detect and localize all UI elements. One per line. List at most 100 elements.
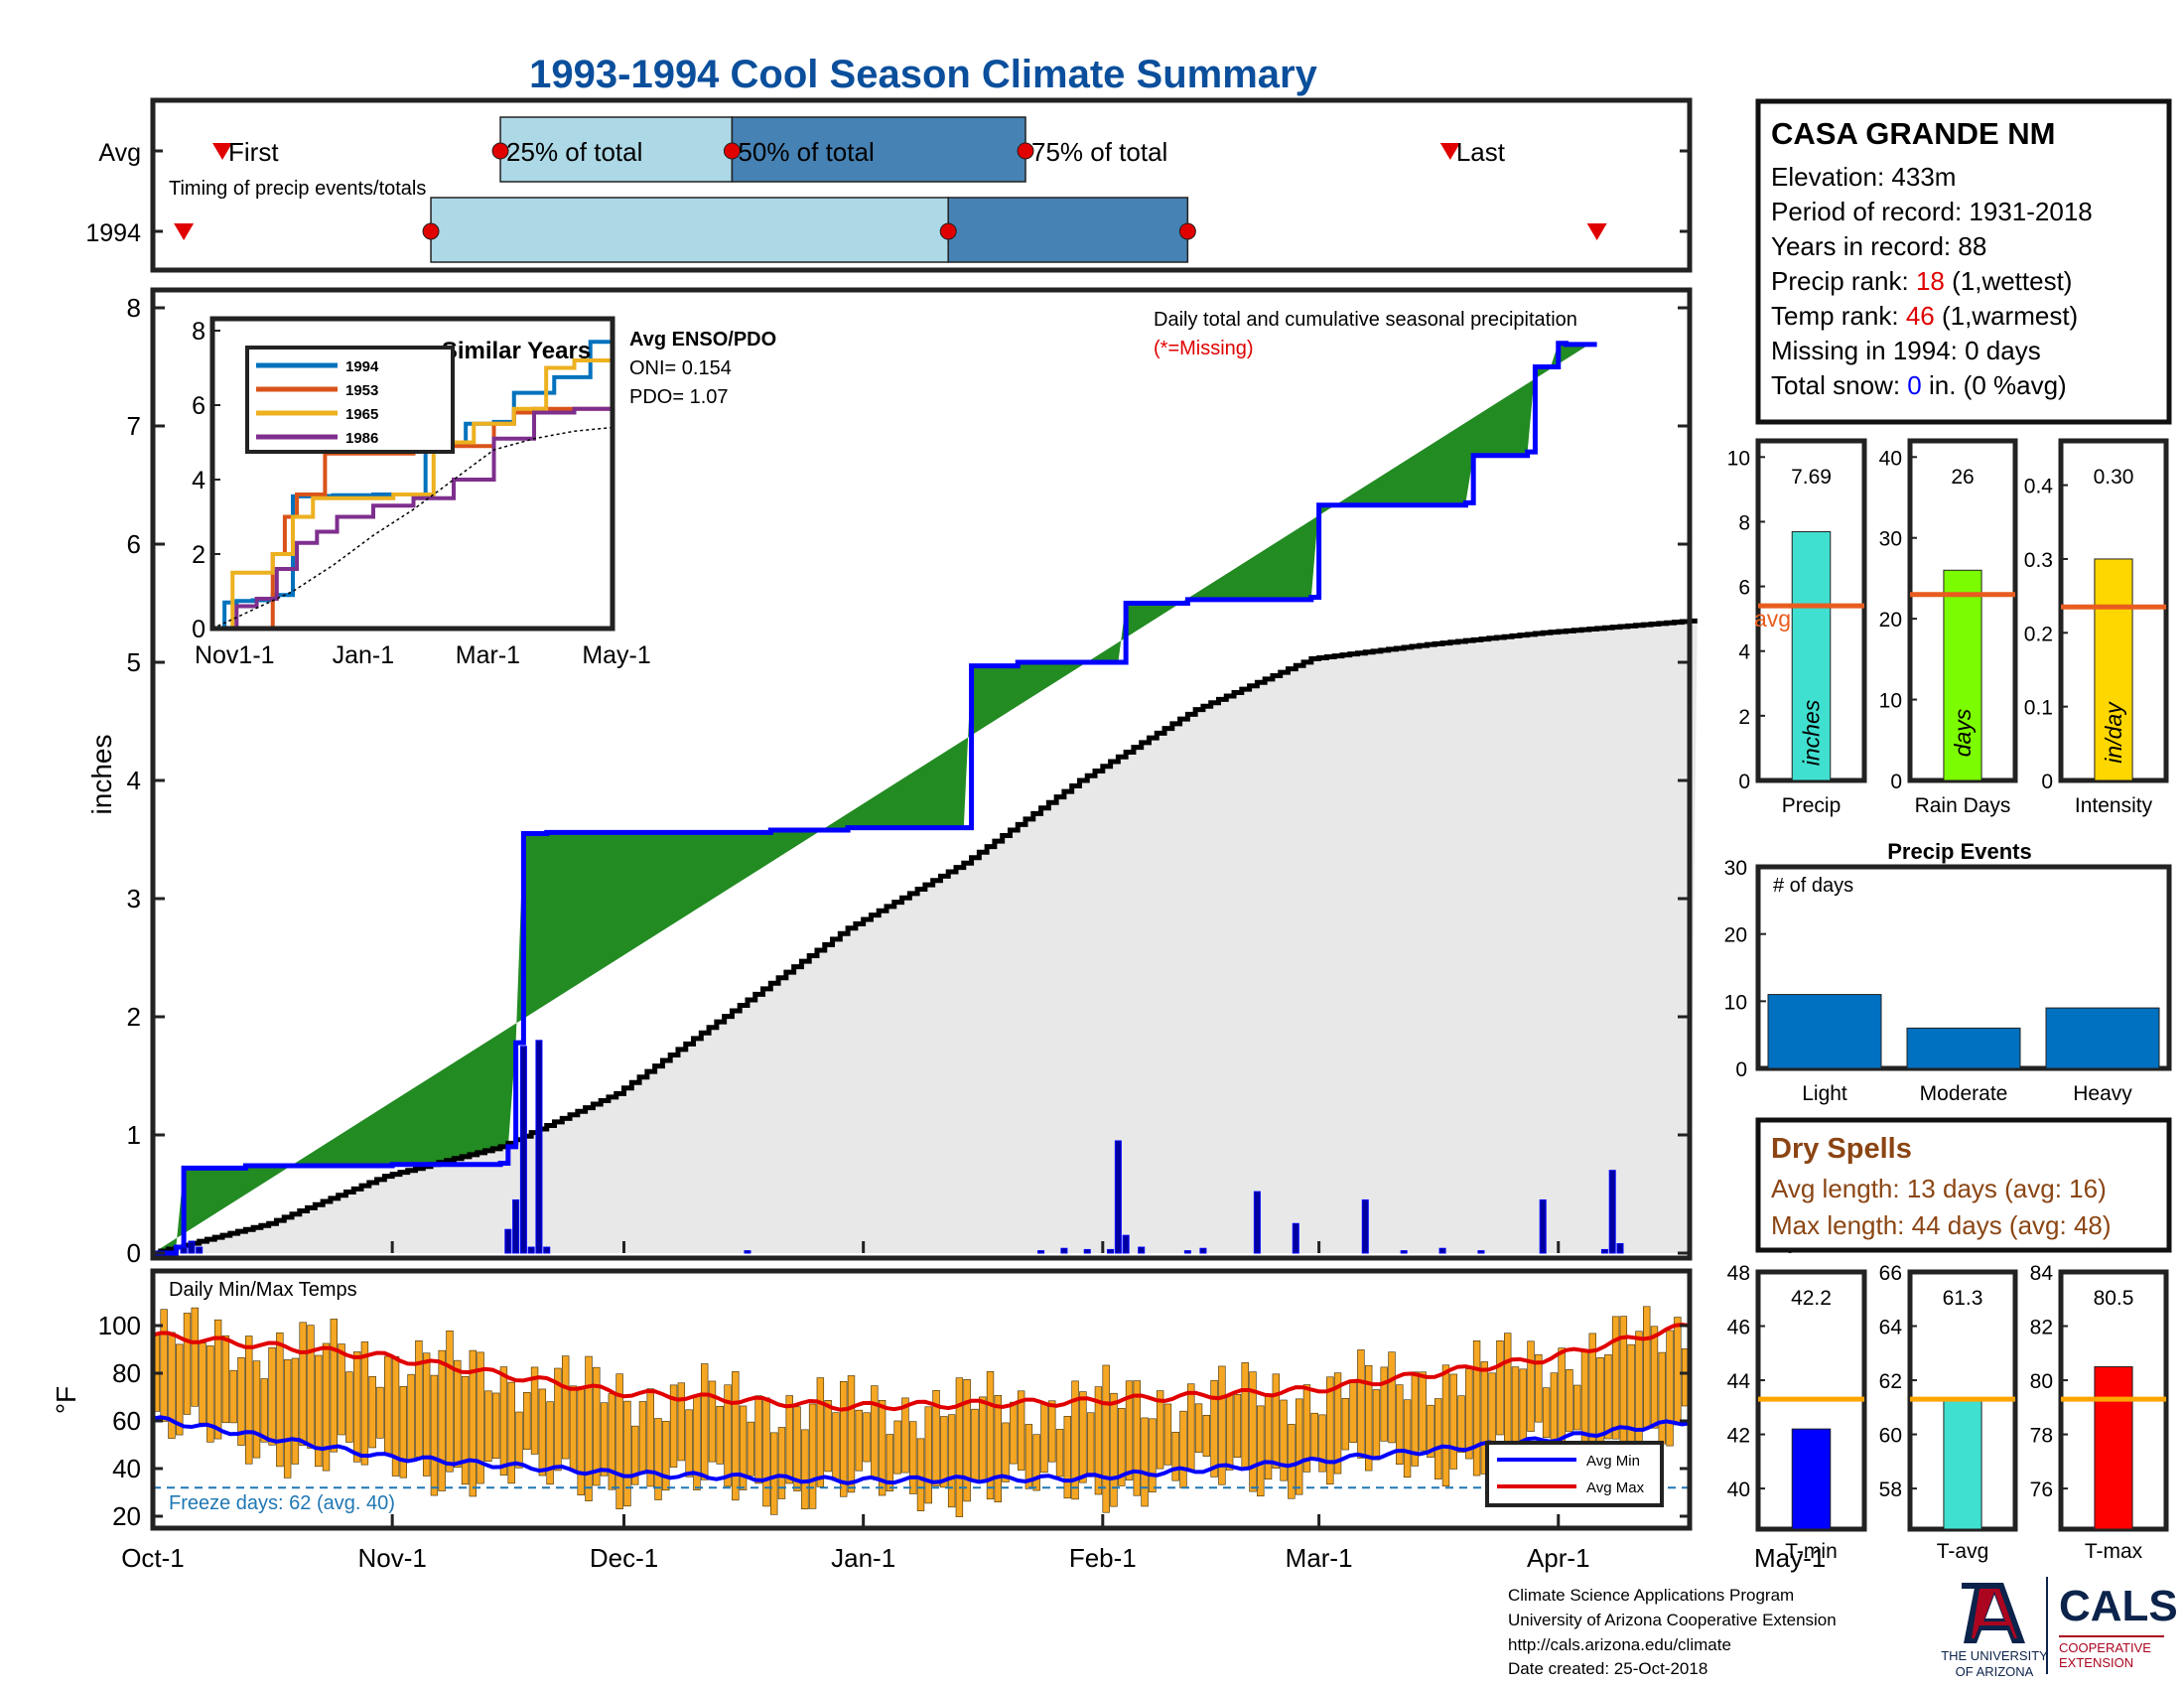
daily-temp-bar — [762, 1397, 770, 1507]
intensity-label: Intensity — [2075, 794, 2153, 817]
cals-logo: CALS COOPERATIVE EXTENSION — [2059, 1582, 2178, 1670]
daily-temp-bar — [461, 1375, 470, 1485]
daily-temp-bar — [1040, 1402, 1048, 1474]
daily-precip-bar — [1438, 1247, 1446, 1254]
station-years: Years in record: 88 — [1771, 231, 1986, 261]
avg-p50-marker — [723, 142, 741, 160]
timing-panel: Avg 1994 Timing of precip events/totals … — [85, 97, 1693, 273]
station-info-box: CASA GRANDE NM Elevation: 433m Period of… — [1755, 98, 2172, 425]
daily-temp-bar — [515, 1411, 523, 1469]
daily-temp-bar — [824, 1400, 832, 1473]
1994-50-75-box — [947, 197, 1189, 263]
raindays-tick-label: 40 — [1879, 447, 1902, 470]
daily-temp-bar — [1326, 1376, 1334, 1485]
daily-precip-bar — [1114, 1140, 1122, 1254]
daily-temp-bar — [1496, 1339, 1504, 1436]
tmax-tick-label: 80 — [2030, 1370, 2053, 1393]
daily-precip-bar — [1600, 1248, 1608, 1254]
tavg-value: 61.3 — [1943, 1287, 1983, 1310]
daily-temp-bar — [1333, 1372, 1342, 1475]
timing-p75-label: 75% of total — [1031, 137, 1167, 167]
daily-temp-bar — [477, 1351, 484, 1484]
daily-temp-bar — [491, 1392, 500, 1460]
daily-precip-bar — [519, 1046, 527, 1254]
summary-bars: 0 2 4 6 8 10 7.69 Precip inches 0 10 20 30 40 26 Rain D… — [1727, 438, 2169, 817]
tmax-value: 80.5 — [2094, 1287, 2134, 1310]
temps-y-axis-label: °F — [51, 1386, 81, 1414]
ua-line1: THE UNIVERSITY — [1941, 1648, 2048, 1663]
daily-temp-bar — [1110, 1392, 1118, 1507]
daily-temp-bar — [229, 1369, 237, 1424]
daily-temp-bar — [213, 1319, 222, 1440]
daily-temp-bar — [1666, 1330, 1674, 1447]
daily-temp-bar — [1388, 1351, 1396, 1444]
daily-precip-bar — [1608, 1170, 1616, 1254]
daily-temp-bar — [1472, 1340, 1481, 1477]
x-date-tick-label: Apr-1 — [1527, 1543, 1590, 1573]
daily-temp-bar — [1318, 1414, 1326, 1473]
temps-plot-marks — [152, 1306, 1691, 1517]
daily-temp-bar — [1449, 1373, 1457, 1470]
daily-precip-bar — [1400, 1250, 1408, 1254]
daily-temp-bar — [407, 1373, 415, 1463]
daily-temp-bar — [1357, 1349, 1365, 1459]
daily-temp-bar — [1225, 1394, 1234, 1471]
main-caption: Daily total and cumulative seasonal prec… — [1154, 309, 1577, 331]
daily-temp-bar — [1055, 1429, 1064, 1477]
daily-temp-bar — [422, 1352, 431, 1477]
daily-temp-bar — [777, 1427, 786, 1499]
daily-temp-bar — [893, 1420, 901, 1475]
daily-temp-bar — [940, 1416, 948, 1488]
avg-first-marker — [212, 143, 233, 160]
daily-precip-bar — [1083, 1248, 1091, 1254]
daily-temp-bar — [315, 1354, 323, 1468]
tavg-bar — [1943, 1398, 1982, 1530]
events-x-label: Light — [1802, 1082, 1847, 1105]
inset-y-tick-label: 4 — [192, 467, 205, 494]
main-y-tick-label: 7 — [127, 411, 141, 441]
daily-temp-bar — [1179, 1410, 1187, 1488]
daily-temp-bar — [1310, 1412, 1318, 1461]
daily-temp-bar — [585, 1355, 593, 1501]
daily-temp-bar — [1411, 1371, 1420, 1467]
dry-spells-box: Dry Spells Avg length: 13 days (avg: 16)… — [1755, 1117, 2172, 1253]
daily-temp-bar — [569, 1385, 578, 1472]
tmin-tick-label: 46 — [1727, 1317, 1750, 1339]
daily-precip-bar — [744, 1250, 751, 1254]
events-ylabel: # of days — [1773, 875, 1853, 897]
daily-precip-bar — [180, 1246, 188, 1254]
daily-temp-bar — [1264, 1395, 1273, 1480]
timing-first-label: First — [228, 137, 279, 167]
daily-temp-bar — [1650, 1326, 1659, 1429]
precip-unit: inches — [1799, 699, 1825, 766]
daily-temp-bar — [183, 1313, 192, 1415]
precip-value: 7.69 — [1791, 466, 1832, 489]
daily-temp-bar — [1063, 1416, 1071, 1499]
daily-temp-bar — [1194, 1403, 1203, 1453]
daily-temp-bar — [1527, 1340, 1535, 1432]
daily-temp-bar — [878, 1400, 887, 1496]
inset-x-tick-label: Jan-1 — [333, 641, 395, 669]
main-y-tick-label: 0 — [127, 1238, 141, 1268]
daily-temp-bar — [1280, 1399, 1288, 1481]
avg-max-line — [152, 1323, 1691, 1412]
ua-logo-serif-left — [1962, 1583, 1976, 1589]
temps-legend — [1485, 1441, 1664, 1507]
daily-precip-bar — [1477, 1250, 1485, 1254]
daily-temp-bar — [615, 1373, 623, 1510]
intensity-bar — [2094, 558, 2133, 781]
tavg-tick-label: 66 — [1879, 1262, 1902, 1285]
temps-caption: Daily Min/Max Temps — [169, 1279, 357, 1301]
daily-temp-bar — [701, 1363, 709, 1480]
daily-temp-bar — [499, 1366, 508, 1476]
daily-temp-bar — [1573, 1384, 1581, 1431]
daily-precip-bar — [527, 1246, 535, 1254]
temps-y-tick-label: 100 — [98, 1311, 141, 1340]
dry-spells-max: Max length: 44 days (avg: 48) — [1771, 1210, 2112, 1240]
events-y-tick-label: 0 — [1735, 1058, 1747, 1081]
1994-p50-marker — [939, 222, 957, 240]
avg-last-marker — [1439, 143, 1460, 160]
daily-temp-bar — [446, 1330, 454, 1473]
daily-temp-bar — [932, 1390, 940, 1486]
footer: Climate Science Applications Program Uni… — [1508, 1586, 1837, 1678]
